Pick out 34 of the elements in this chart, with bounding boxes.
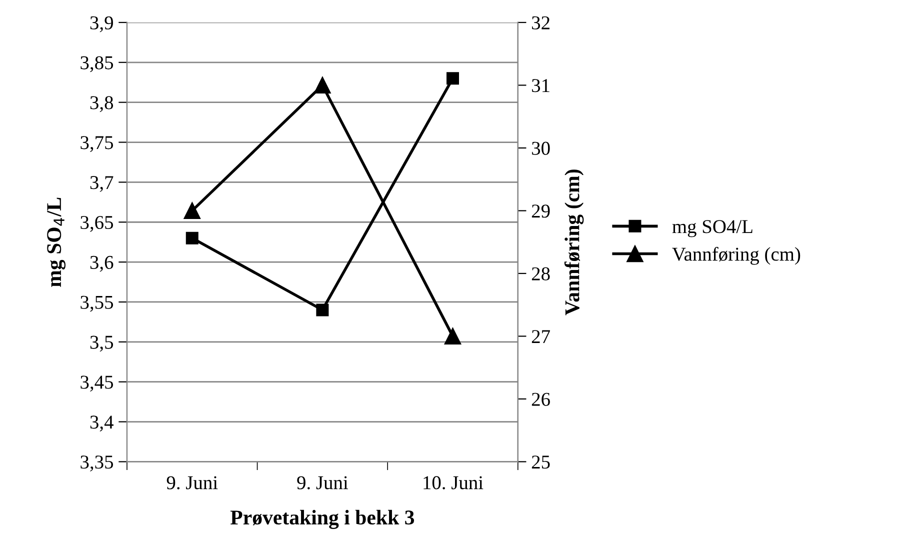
- point: [446, 72, 459, 85]
- y2-tick-label: 27: [532, 330, 550, 343]
- point: [444, 328, 462, 345]
- y-axis-title: mg SO$_{4}$/L: [47, 198, 66, 287]
- y-tick-label: 3,45: [80, 376, 114, 392]
- y2-tick-label: 25: [532, 456, 550, 469]
- y2-tick-label: 28: [532, 267, 550, 280]
- x-tick-label: 9. Juni: [166, 476, 218, 490]
- y2-tick-label: 30: [532, 142, 550, 155]
- y-tick-label: 3,75: [80, 136, 114, 152]
- point: [184, 202, 200, 220]
- y-tick-label: 3,8: [90, 96, 114, 112]
- y-tick-label: 3,7: [90, 176, 114, 192]
- y-tick-label: 3,4: [90, 416, 114, 432]
- y-tick-label: 3,35: [80, 456, 114, 472]
- y2-tick-label: 31: [532, 79, 550, 92]
- y2-tick-label: 26: [532, 392, 550, 406]
- y-tick-label: 3,65: [80, 216, 114, 232]
- point: [314, 76, 331, 94]
- point: [316, 304, 329, 316]
- y2-axis-title: Vannføring (cm): [564, 170, 584, 316]
- y-tick-label: 3,85: [80, 56, 114, 72]
- x-axis-title: Prøvetaking i bekk 3: [230, 510, 414, 529]
- y-tick-label: 3,9: [90, 16, 113, 32]
- y2-tick-label: 29: [532, 204, 550, 218]
- x-tick-label: 9. Juni: [297, 476, 348, 490]
- y-tick-label: 3,6: [90, 256, 114, 272]
- y-tick-label: 3,55: [80, 296, 114, 312]
- y-tick-label: 3,5: [90, 336, 114, 352]
- legend-label: mg SO4/L: [672, 220, 752, 238]
- legend-label: Vannføring (cm): [672, 246, 800, 265]
- y2-tick-label: 32: [532, 16, 550, 30]
- point: [186, 232, 198, 244]
- x-tick-label: 10. Juni: [424, 476, 484, 490]
